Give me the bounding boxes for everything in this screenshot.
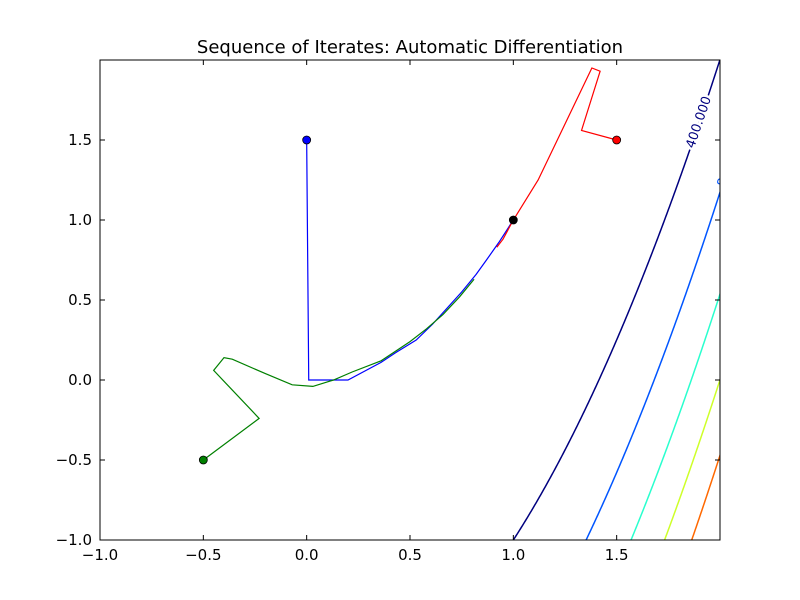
contour-line: [585, 189, 720, 540]
x-tick-label: 0.5: [398, 546, 422, 564]
series-layer: [202, 67, 617, 461]
y-tick-label: −1.0: [56, 531, 92, 549]
x-tick-label: 1.0: [501, 546, 525, 564]
y-tick-label: 0.5: [68, 291, 92, 309]
x-tick-label: −1.0: [82, 546, 118, 564]
x-tick-label: −0.5: [185, 546, 221, 564]
y-tick-label: −0.5: [56, 451, 92, 469]
y-tick-label: 1.5: [68, 131, 92, 149]
y-tick-label: 0.0: [68, 371, 92, 389]
iterate-path: [496, 67, 617, 248]
chart-title: Sequence of Iterates: Automatic Differen…: [197, 37, 623, 58]
tick-layer: −1.0 −0.5 0.0 0.5 1.0 1.5 −1.0 −0.5 0.0 0.5 1.0 1.5: [56, 60, 720, 564]
x-tick-label: 0.0: [295, 546, 319, 564]
contour-line: [663, 377, 720, 540]
iterate-path: [202, 278, 475, 461]
marker-layer: [198, 135, 622, 465]
minimum-point-marker: [508, 215, 518, 225]
x-tick-label: 1.5: [605, 546, 629, 564]
start-point-marker: [302, 135, 312, 145]
y-tick-label: 1.0: [68, 211, 92, 229]
contour-line: [512, 60, 720, 540]
start-point-marker: [198, 455, 208, 465]
start-point-marker: [612, 135, 622, 145]
